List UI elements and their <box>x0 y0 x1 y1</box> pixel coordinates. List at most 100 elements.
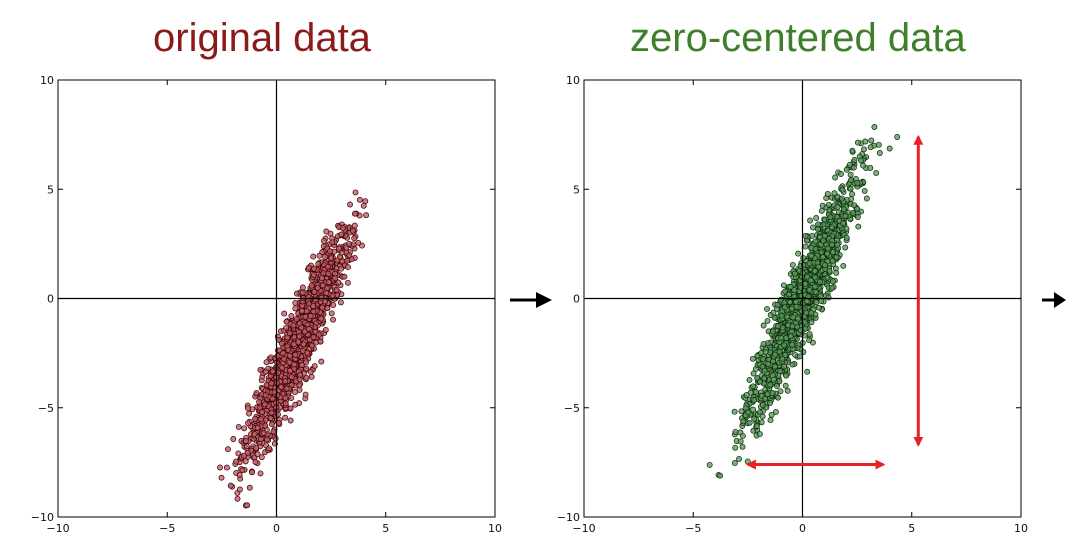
scatter-point <box>806 337 813 344</box>
scatter-point <box>288 313 295 319</box>
scatter-point <box>876 150 883 156</box>
scatter-point <box>867 165 874 171</box>
scatter-point <box>765 361 772 367</box>
scatter-point <box>767 400 773 406</box>
scatter-point <box>834 241 841 248</box>
scatter-point <box>873 169 880 176</box>
scatter-point <box>329 292 336 299</box>
scatter-point <box>269 368 276 375</box>
scatter-point <box>826 207 833 214</box>
scatter-point <box>324 305 331 312</box>
scatter-point <box>812 267 818 274</box>
scatter-point <box>761 367 768 374</box>
x-tick-label: 0 <box>273 522 280 535</box>
scatter-point <box>323 228 330 235</box>
scatter-point <box>800 255 807 261</box>
x-tick-label: −5 <box>159 522 175 535</box>
x-tick-label: 5 <box>382 522 389 535</box>
scatter-point <box>777 388 784 395</box>
chart-original-data: −10 −5 0 5 10 −10 −5 0 5 10 <box>31 74 502 535</box>
scatter-point <box>351 222 358 229</box>
chart-title-zero-centered: zero-centered data <box>630 16 966 60</box>
scatter-point <box>756 431 763 438</box>
scatter-point <box>758 392 765 399</box>
scatter-point <box>302 391 309 398</box>
scatter-point <box>363 212 370 219</box>
chart-zero-centered-data: −10 −5 0 5 10 −10 −5 0 5 10 <box>557 74 1028 535</box>
scatter-point <box>292 299 299 306</box>
scatter-point <box>312 296 319 303</box>
scatter-point <box>262 422 269 429</box>
scatter-point <box>339 225 346 232</box>
scatter-point <box>269 395 276 402</box>
scatter-point <box>782 382 789 389</box>
scatter-point <box>283 324 290 331</box>
scatter-point <box>760 356 767 363</box>
scatter-point <box>784 313 790 320</box>
scatter-point <box>233 458 240 465</box>
scatter-point <box>840 206 847 213</box>
scatter-point <box>282 400 289 407</box>
scatter-point <box>262 368 269 375</box>
scatter-point <box>791 287 798 294</box>
scatter-point <box>746 376 753 383</box>
scatter-point <box>806 260 813 267</box>
scatter-point <box>318 315 325 322</box>
scatter-point <box>772 351 779 358</box>
scatter-point <box>854 139 861 146</box>
scatter-point <box>338 265 345 272</box>
scatter-point <box>310 303 317 309</box>
y-tick-label: 0 <box>573 293 580 306</box>
scatter-point <box>781 363 787 370</box>
scatter-point <box>740 418 747 425</box>
scatter-point <box>254 451 261 458</box>
scatter-point <box>304 349 311 356</box>
scatter-point <box>808 309 815 316</box>
scatter-point <box>848 177 854 184</box>
scatter-point <box>815 304 822 311</box>
scatter-point <box>346 241 353 247</box>
scatter-point <box>308 373 315 380</box>
scatter-point <box>815 221 822 228</box>
scatter-point <box>260 430 267 436</box>
scatter-point <box>230 436 237 442</box>
scatter-point <box>831 190 838 197</box>
scatter-point <box>732 428 739 435</box>
scatter-point <box>814 259 821 266</box>
scatter-point <box>840 220 847 227</box>
scatter-point <box>311 363 318 370</box>
scatter-point <box>322 253 329 260</box>
scatter-point <box>706 461 713 468</box>
scatter-point <box>279 350 286 357</box>
scatter-point <box>292 389 299 396</box>
scatter-point <box>793 303 800 310</box>
scatter-point <box>871 124 878 130</box>
scatter-point <box>249 469 255 476</box>
scatter-point <box>241 425 248 432</box>
scatter-point <box>851 202 858 209</box>
scatter-point <box>757 378 763 385</box>
scatter-point <box>246 484 253 491</box>
scatter-point <box>315 331 322 338</box>
scatter-point <box>290 322 297 329</box>
scatter-point <box>355 239 362 246</box>
x-tick-label: −10 <box>572 522 595 535</box>
scatter-point <box>839 186 846 193</box>
scatter-point <box>759 402 766 408</box>
scatter-point <box>279 364 286 371</box>
scatter-point <box>806 331 813 338</box>
scatter-point <box>804 368 811 375</box>
scatter-point <box>349 227 356 234</box>
scatter-point <box>829 257 836 264</box>
scatter-point <box>351 235 358 242</box>
scatter-point <box>800 349 807 355</box>
scatter-point <box>862 138 869 145</box>
scatter-point <box>828 224 835 231</box>
scatter-point <box>750 406 757 413</box>
scatter-point <box>760 322 767 329</box>
scatter-point <box>246 410 252 417</box>
scatter-point <box>263 436 270 443</box>
scatter-point <box>796 353 803 360</box>
scatter-point <box>256 404 263 411</box>
